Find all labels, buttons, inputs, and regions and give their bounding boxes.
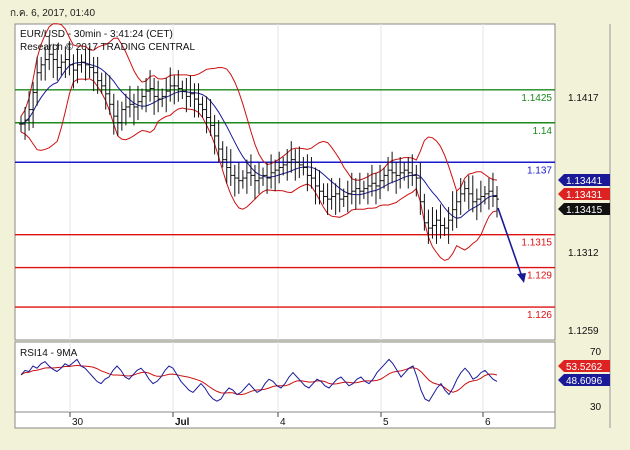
rsi-line (20, 358, 498, 402)
rsi-ma-line (20, 364, 498, 396)
levels-layer: 1.1425 1.14 1.137 1.1315 1.129 1.126 (15, 89, 555, 321)
price-panel (14, 23, 556, 341)
rsi-badge-2-shape (558, 374, 610, 386)
chart-title: EUR/USD - 30min - 3:41:24 (CET) (20, 29, 173, 40)
level-label-3: 1.1315 (521, 238, 552, 249)
rsi-tick-30: 30 (590, 402, 602, 413)
forecast-arrow (497, 207, 526, 283)
rsi-badge-2-text: 48.6096 (566, 376, 603, 387)
level-label-4: 1.129 (527, 271, 552, 282)
price-bars (19, 35, 499, 244)
level-label-0: 1.1425 (521, 93, 552, 104)
top-bar: ก.ค. 6, 2017, 01:40 (0, 0, 630, 24)
chart-subtitle: Research © 2017 TRADING CENTRAL (20, 42, 195, 53)
level-label-1: 1.14 (533, 126, 553, 137)
rsi-badge-1-text: 53.5262 (566, 362, 603, 373)
grid-layer (69, 24, 484, 412)
y-tick-3: 1.1259 (568, 326, 599, 337)
x-tick-5: 5 (383, 417, 389, 428)
level-label-5: 1.126 (527, 310, 552, 321)
y-tick-2: 1.1312 (568, 248, 599, 259)
badge-1-shape (558, 174, 610, 186)
x-tick-6: 6 (485, 417, 491, 428)
x-ticks: 30 Jul 4 5 6 (69, 412, 491, 428)
badge-3-shape (558, 203, 610, 215)
price-badges: 1.13441 1.13431 1.13415 (558, 174, 610, 216)
rsi-lines (20, 358, 498, 402)
rsi-panel (14, 341, 556, 413)
level-label-2: 1.137 (527, 165, 552, 176)
rsi-badges: 53.5262 48.6096 (558, 360, 610, 387)
band-upper (20, 23, 498, 192)
rsi-tick-70: 70 (590, 347, 602, 358)
band-lower (20, 78, 498, 262)
x-tick-jul: Jul (175, 417, 190, 428)
x-axis-strip (14, 411, 556, 429)
x-tick-4: 4 (280, 417, 286, 428)
badge-2-shape (558, 188, 610, 200)
badge-3-text: 1.13415 (566, 205, 603, 216)
x-tick-30: 30 (72, 417, 84, 428)
rsi-badge-1-shape (558, 360, 610, 372)
badge-1-text: 1.13441 (566, 176, 603, 187)
date-stamp: ก.ค. 6, 2017, 01:40 (10, 8, 96, 19)
badge-2-text: 1.13431 (566, 190, 603, 201)
y-tick-1: 1.1417 (568, 93, 599, 104)
rsi-label: RSI14 - 9MA (20, 348, 78, 359)
